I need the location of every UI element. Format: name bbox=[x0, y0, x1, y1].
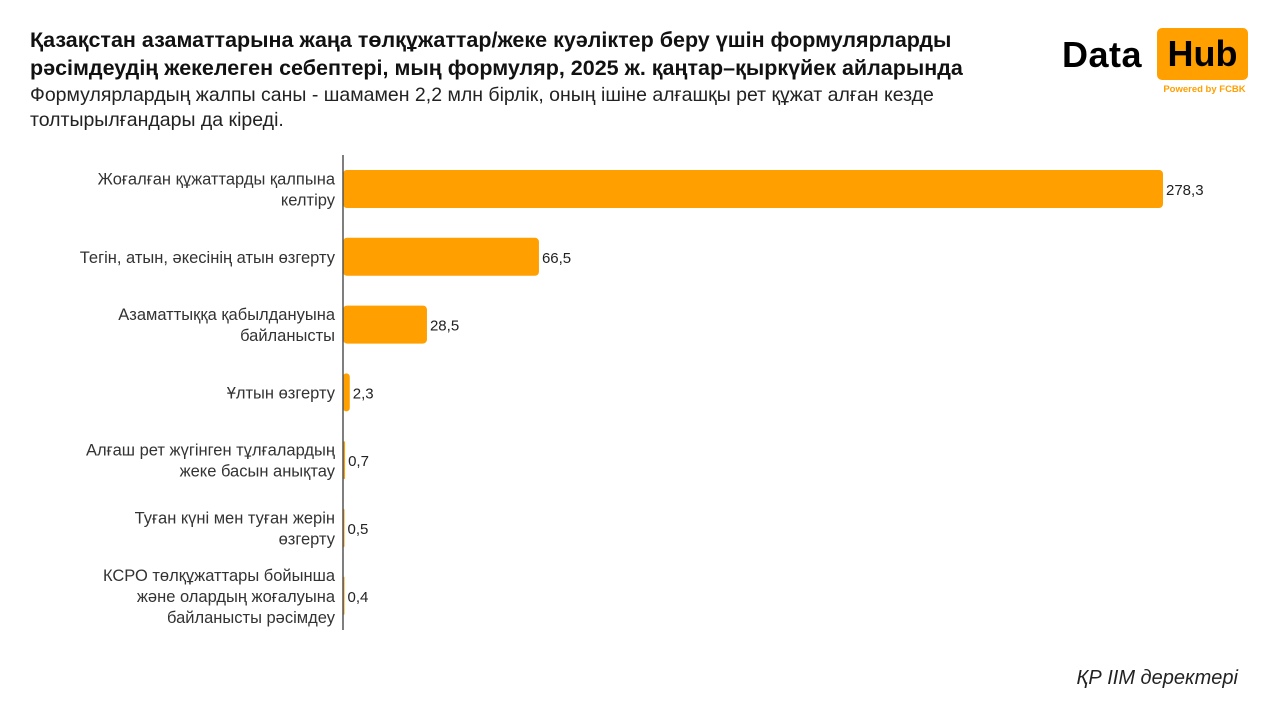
source-note: ҚР ІІМ деректері bbox=[1076, 667, 1238, 689]
category-label-line: келтіру bbox=[281, 192, 336, 210]
logo-data-text: Data bbox=[1062, 34, 1143, 75]
value-label: 66,5 bbox=[542, 250, 571, 267]
bar bbox=[343, 305, 427, 344]
datahub-logo: Data Hub Powered by FCBK bbox=[1062, 28, 1252, 100]
category-label-line: Жоғалған құжаттарды қалпына bbox=[98, 171, 336, 189]
category-label-line: өзгерту bbox=[279, 531, 336, 549]
category-label-line: КСРО төлқұжаттары бойынша bbox=[103, 567, 336, 585]
category-label: Алғаш рет жүгінген тұлғалардың жеке басын… bbox=[86, 442, 336, 481]
category-label: КСРО төлқұжаттары бойынша және олардың жо… bbox=[103, 567, 336, 627]
logo-hub-badge: Hub bbox=[1157, 28, 1248, 80]
chart-subtitle: Формулярлардың жалпы саны - шамамен 2,2 … bbox=[30, 84, 934, 131]
category-label: Азаматтыққа қабылдануына байланысты bbox=[118, 306, 336, 345]
category-label-line: байланысты рәсімдеу bbox=[167, 609, 336, 627]
category-label-line: Ұлтын өзгерту bbox=[227, 384, 336, 402]
category-label-line: және олардың жоғалуына bbox=[137, 588, 336, 606]
category-label-line: Алғаш рет жүгінген тұлғалардың bbox=[86, 442, 335, 460]
category-label-line: байланысты bbox=[240, 327, 335, 345]
category-label: Ұлтын өзгерту bbox=[227, 384, 336, 402]
bar-chart: 278,3 Жоғалған құжаттарды қалпына келтіру 6… bbox=[80, 155, 1204, 630]
category-label: Туған күні мен туған жерін өзгерту bbox=[135, 510, 336, 549]
category-label-line: Азаматтыққа қабылдануына bbox=[118, 306, 336, 324]
category-label: Тегін, атын, әкесінің атын өзгерту bbox=[80, 249, 336, 267]
value-label: 0,4 bbox=[348, 589, 369, 606]
value-label: 28,5 bbox=[430, 318, 459, 335]
value-label: 278,3 bbox=[1166, 182, 1204, 199]
chart-title: Қазақстан азаматтарына жаңа төлқұжаттар/… bbox=[30, 28, 963, 80]
value-label: 0,7 bbox=[348, 453, 369, 470]
category-label-line: Туған күні мен туған жерін bbox=[135, 510, 335, 528]
logo-tagline: Powered by FCBK bbox=[1163, 84, 1246, 95]
value-label: 0,5 bbox=[348, 521, 369, 538]
category-label: Жоғалған құжаттарды қалпына келтіру bbox=[98, 171, 336, 210]
category-label-line: Тегін, атын, әкесінің атын өзгерту bbox=[80, 249, 336, 267]
category-label-line: жеке басын анықтау bbox=[180, 463, 336, 481]
bar bbox=[343, 170, 1163, 208]
bar bbox=[343, 237, 539, 276]
value-label: 2,3 bbox=[353, 385, 374, 402]
bar bbox=[343, 373, 350, 412]
